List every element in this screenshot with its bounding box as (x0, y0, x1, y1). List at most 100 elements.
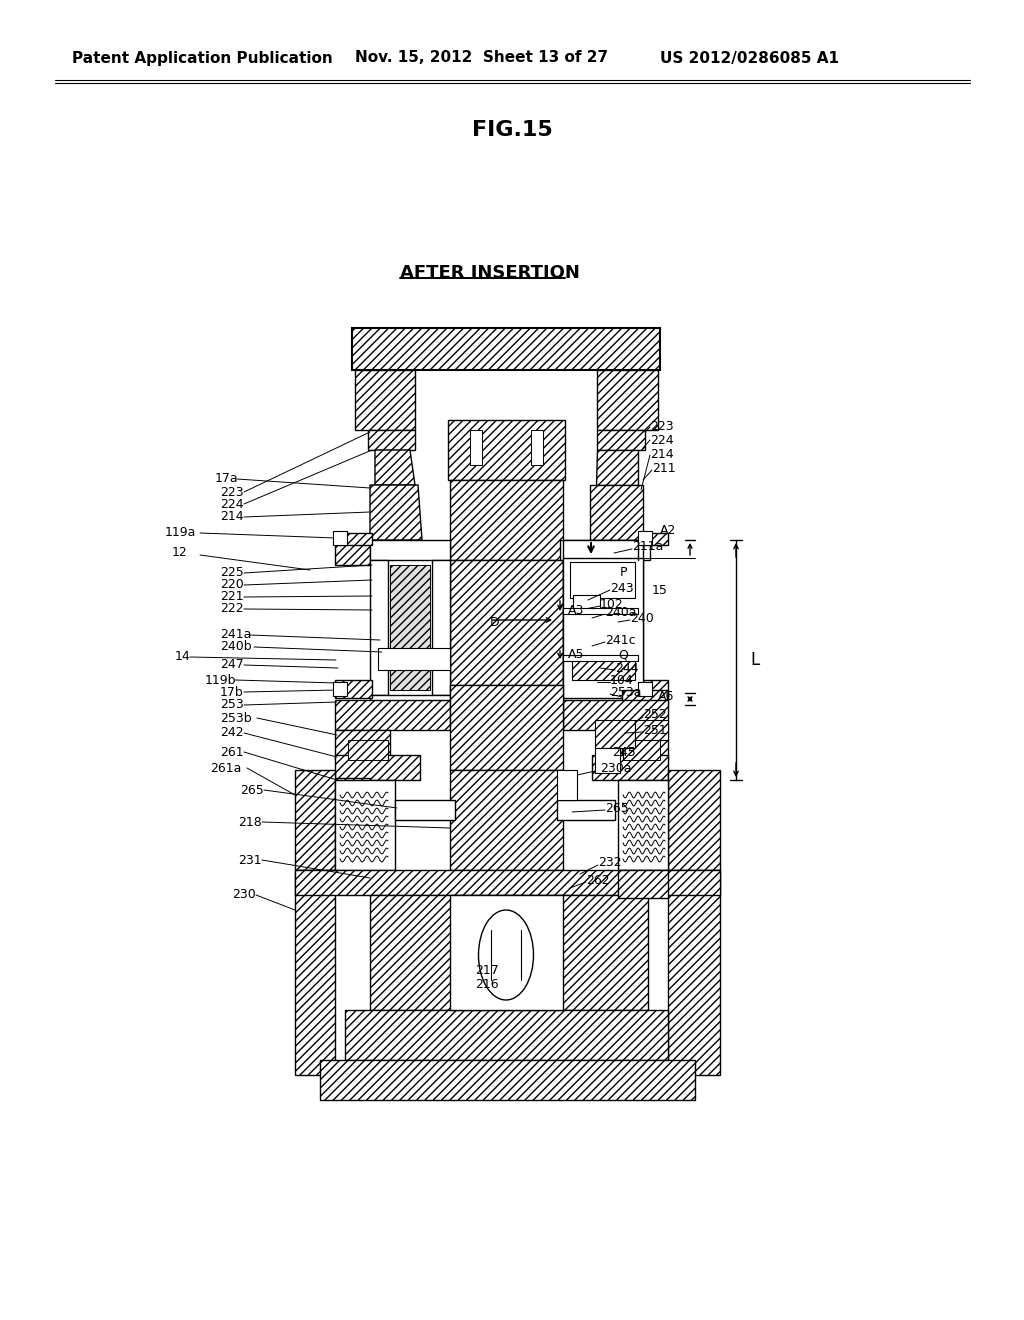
Text: 241a: 241a (220, 628, 251, 642)
Polygon shape (641, 533, 668, 545)
Text: 223: 223 (650, 421, 674, 433)
Polygon shape (375, 450, 415, 484)
Text: P: P (620, 565, 628, 578)
Text: A2: A2 (660, 524, 677, 536)
Polygon shape (563, 540, 643, 560)
Polygon shape (618, 870, 668, 898)
Bar (395, 800, 455, 820)
Polygon shape (618, 780, 668, 870)
Text: 251: 251 (643, 723, 667, 737)
Bar (333, 682, 347, 696)
Bar (333, 531, 347, 545)
Text: Q: Q (618, 648, 628, 661)
Polygon shape (335, 755, 420, 780)
Polygon shape (595, 719, 635, 748)
Polygon shape (641, 680, 668, 698)
Text: Patent Application Publication: Patent Application Publication (72, 50, 333, 66)
Bar (470, 430, 482, 465)
Text: 252: 252 (643, 709, 667, 722)
Polygon shape (563, 696, 643, 719)
Text: 223: 223 (220, 486, 244, 499)
Bar (638, 682, 652, 696)
Polygon shape (355, 370, 415, 430)
Polygon shape (370, 696, 450, 719)
Polygon shape (596, 450, 638, 484)
Text: 261: 261 (220, 746, 244, 759)
Polygon shape (295, 870, 335, 1074)
Polygon shape (335, 680, 372, 698)
Text: 245: 245 (612, 746, 636, 759)
Polygon shape (370, 484, 422, 540)
Text: 12: 12 (172, 545, 187, 558)
Text: 253a: 253a (610, 685, 641, 698)
Polygon shape (450, 770, 563, 870)
Text: 265: 265 (605, 801, 629, 814)
Polygon shape (368, 430, 415, 450)
Polygon shape (668, 770, 720, 870)
Bar (563, 558, 643, 698)
Polygon shape (370, 560, 388, 696)
Polygon shape (622, 690, 668, 705)
Polygon shape (449, 420, 565, 480)
Polygon shape (450, 560, 563, 685)
Text: 262: 262 (586, 874, 609, 887)
Text: A5: A5 (568, 648, 585, 660)
Polygon shape (295, 770, 335, 870)
Text: 119a: 119a (165, 527, 197, 540)
Text: L: L (750, 651, 759, 669)
Text: 240a: 240a (605, 606, 637, 619)
Text: 104: 104 (610, 673, 634, 686)
Polygon shape (590, 484, 643, 540)
Bar (595, 748, 620, 774)
Polygon shape (335, 535, 370, 565)
Polygon shape (624, 560, 643, 696)
Polygon shape (378, 648, 450, 671)
Bar (557, 770, 577, 800)
Polygon shape (563, 700, 668, 730)
Polygon shape (570, 562, 635, 598)
Text: 14: 14 (175, 651, 190, 664)
Text: 220: 220 (220, 578, 244, 591)
Text: 253b: 253b (220, 711, 252, 725)
Text: 230: 230 (232, 888, 256, 902)
Text: 224: 224 (220, 498, 244, 511)
Text: 230a: 230a (600, 762, 632, 775)
Polygon shape (450, 480, 563, 560)
Text: 247: 247 (220, 659, 244, 672)
Polygon shape (319, 1060, 695, 1100)
Bar (563, 609, 638, 614)
Text: 211a: 211a (632, 540, 664, 553)
Polygon shape (597, 370, 658, 430)
Text: 119b: 119b (205, 673, 237, 686)
Polygon shape (450, 895, 563, 1010)
Text: 261a: 261a (210, 762, 242, 775)
Polygon shape (563, 560, 580, 696)
Polygon shape (335, 777, 370, 820)
Text: Nov. 15, 2012  Sheet 13 of 27: Nov. 15, 2012 Sheet 13 of 27 (355, 50, 608, 66)
Text: AFTER INSERTION: AFTER INSERTION (400, 264, 580, 282)
Text: FIG.15: FIG.15 (472, 120, 552, 140)
Text: 240b: 240b (220, 640, 252, 653)
Text: 214: 214 (650, 449, 674, 462)
Text: D: D (490, 615, 500, 628)
Text: 222: 222 (220, 602, 244, 615)
Polygon shape (622, 730, 668, 760)
Bar (531, 430, 543, 465)
Text: 211: 211 (652, 462, 676, 474)
Text: 15: 15 (652, 583, 668, 597)
Polygon shape (635, 719, 668, 741)
Polygon shape (295, 870, 720, 895)
Text: 221: 221 (220, 590, 244, 603)
Bar (563, 655, 638, 661)
Text: 225: 225 (220, 566, 244, 579)
Text: 265: 265 (240, 784, 264, 796)
Polygon shape (345, 1010, 668, 1060)
Text: 241c: 241c (605, 634, 636, 647)
Polygon shape (623, 741, 660, 760)
Polygon shape (590, 548, 635, 558)
Text: 217: 217 (475, 964, 499, 977)
Text: 240: 240 (630, 611, 653, 624)
Polygon shape (668, 870, 720, 1074)
Polygon shape (348, 741, 388, 760)
Text: 102: 102 (600, 598, 624, 610)
